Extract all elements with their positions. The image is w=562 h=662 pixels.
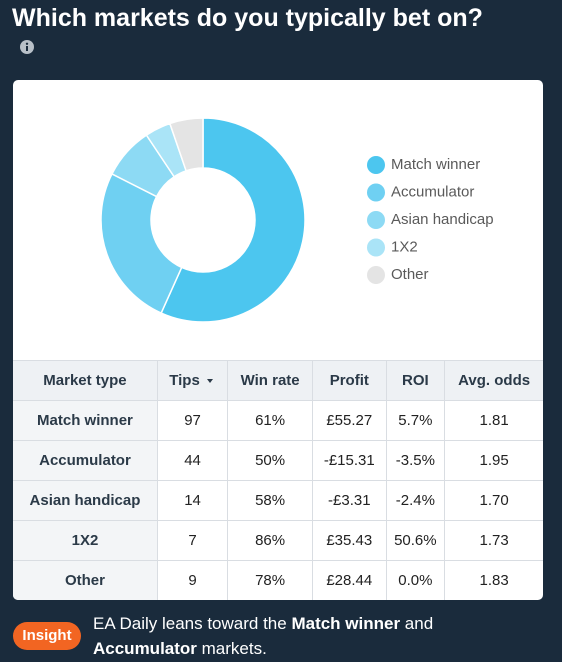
- table-cell: 14: [156, 480, 229, 521]
- table-row: Asian handicap 14 58% -£3.31 -2.4% 1.70: [13, 480, 543, 521]
- table-row: Match winner 97 61% £55.27 5.7% 1.81: [13, 400, 543, 441]
- legend-label: Asian handicap: [391, 211, 494, 228]
- donut-slice: [100, 172, 183, 315]
- column-header: ROI: [385, 360, 446, 401]
- table-cell: £35.43: [312, 520, 387, 561]
- sort-icon[interactable]: [204, 377, 216, 385]
- row-header: Match winner: [13, 400, 158, 441]
- legend-swatch: [367, 266, 385, 284]
- row-header: Other: [13, 560, 158, 600]
- table-cell: 7: [156, 520, 229, 561]
- legend-label: Match winner: [391, 156, 480, 173]
- donut-slice: [160, 117, 306, 323]
- legend-label: Other: [391, 266, 429, 283]
- table-row: 1X2 7 86% £35.43 50.6% 1.73: [13, 520, 543, 561]
- legend-swatch: [367, 211, 385, 229]
- legend-swatch: [367, 156, 385, 174]
- table-cell: 1.73: [444, 520, 543, 561]
- table-cell: 9: [156, 560, 229, 600]
- row-header: Accumulator: [13, 440, 158, 481]
- legend-label: Accumulator: [391, 183, 474, 200]
- table-cell: 97: [156, 400, 229, 441]
- table-cell: 0.0%: [385, 560, 446, 600]
- table-cell: 1.83: [444, 560, 543, 600]
- insight-part: and: [400, 614, 434, 633]
- table-cell: -£3.31: [312, 480, 387, 521]
- insight-strong: Accumulator: [93, 639, 197, 658]
- table-cell: 50.6%: [385, 520, 446, 561]
- row-header: Asian handicap: [13, 480, 158, 521]
- table-cell: -£15.31: [312, 440, 387, 481]
- legend-label: 1X2: [391, 238, 418, 255]
- table-cell: 50%: [227, 440, 314, 481]
- table-cell: 61%: [227, 400, 314, 441]
- column-header: Profit: [312, 360, 387, 401]
- insight-strong: Match winner: [291, 614, 401, 633]
- insight-badge: Insight: [13, 622, 81, 650]
- table-cell: 1.95: [444, 440, 543, 481]
- table-cell: 1.70: [444, 480, 543, 521]
- table-cell: 78%: [227, 560, 314, 600]
- column-header: Avg. odds: [444, 360, 543, 401]
- page-title: Which markets do you typically bet on?: [12, 4, 483, 32]
- donut-slice: [168, 117, 204, 172]
- table-cell: 1.81: [444, 400, 543, 441]
- insight-part: EA Daily leans toward the: [93, 614, 292, 633]
- column-header: Market type: [13, 360, 158, 401]
- column-header: Win rate: [227, 360, 314, 401]
- table-row: Accumulator 44 50% -£15.31 -3.5% 1.95: [13, 440, 543, 481]
- row-header: 1X2: [13, 520, 158, 561]
- market-table: Market type Tips Win rate Profit ROI Avg. odd…: [13, 360, 543, 600]
- legend-swatch: [367, 183, 385, 202]
- table-cell: 44: [156, 440, 229, 481]
- table-cell: -3.5%: [385, 440, 446, 481]
- table-cell: £55.27: [312, 400, 387, 441]
- insight-part: markets.: [196, 639, 267, 658]
- info-icon[interactable]: [20, 40, 34, 54]
- card: Match winner Accumulator Asian handicap 1X2…: [13, 80, 543, 600]
- insight-text: EA Daily leans toward the Match winner a…: [93, 611, 493, 661]
- table-cell: 86%: [227, 520, 314, 561]
- table-row: Other 9 78% £28.44 0.0% 1.83: [13, 560, 543, 600]
- donut-chart: Match winner Accumulator Asian handicap 1X2…: [100, 117, 494, 323]
- column-header[interactable]: Tips: [156, 360, 229, 401]
- table-cell: £28.44: [312, 560, 387, 600]
- table-cell: 5.7%: [385, 400, 446, 441]
- table-cell: 58%: [227, 480, 314, 521]
- table-cell: -2.4%: [385, 480, 446, 521]
- legend-swatch: [367, 238, 385, 257]
